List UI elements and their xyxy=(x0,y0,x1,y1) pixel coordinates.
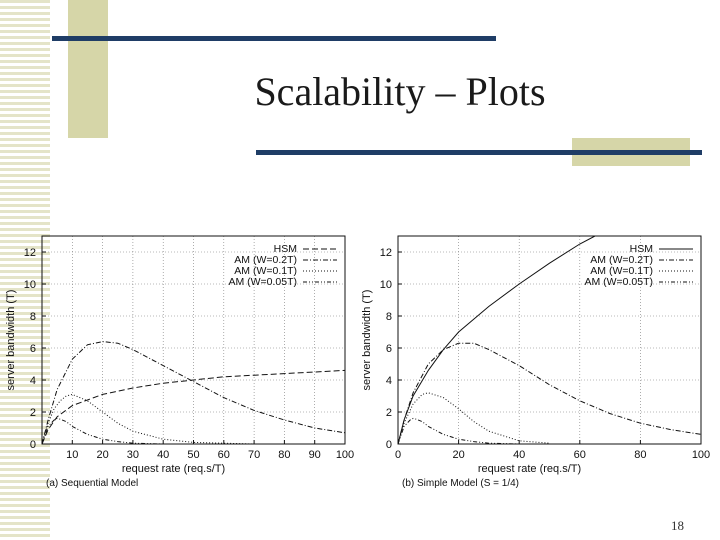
legend-label: AM (W=0.1T) xyxy=(234,265,297,277)
legend-label: AM (W=0.2T) xyxy=(234,254,297,266)
y-tick-label: 6 xyxy=(30,343,36,355)
x-tick-label: 30 xyxy=(127,449,139,461)
y-tick-label: 4 xyxy=(386,375,392,387)
y-tick-label: 2 xyxy=(386,407,392,419)
series-line-1 xyxy=(398,342,701,444)
legend-label: HSM xyxy=(274,243,297,255)
series-line-1 xyxy=(42,341,345,444)
page-number: 18 xyxy=(671,518,684,533)
y-tick-label: 10 xyxy=(380,279,392,291)
y-tick-label: 8 xyxy=(30,311,36,323)
series-line-0 xyxy=(42,369,345,444)
plot-frame xyxy=(397,235,702,445)
y-tick-label: 2 xyxy=(30,407,36,419)
x-tick-label: 100 xyxy=(692,449,710,461)
y-tick-label: 12 xyxy=(380,247,392,259)
legend-label: AM (W=0.05T) xyxy=(228,276,297,288)
y-tick-label: 10 xyxy=(24,279,36,291)
y-axis-label: server bandwidth (T) xyxy=(5,290,17,391)
decorative-block-top xyxy=(68,0,108,138)
x-tick-label: 40 xyxy=(157,449,169,461)
x-tick-label: 80 xyxy=(278,449,290,461)
legend-label: AM (W=0.05T) xyxy=(584,276,653,288)
y-tick-label: 6 xyxy=(386,343,392,355)
x-tick-label: 0 xyxy=(395,449,401,461)
x-tick-label: 10 xyxy=(66,449,78,461)
series-line-0 xyxy=(398,236,596,444)
decorative-bar-bottom xyxy=(256,150,702,155)
x-tick-label: 60 xyxy=(574,449,586,461)
x-tick-label: 80 xyxy=(634,449,646,461)
chart-simple-model: 0 20 40 60 80 100 0 2 4 6 8 10 12 request rate (req.s… xyxy=(361,235,710,489)
legend-label: HSM xyxy=(630,243,653,255)
slide-title: Scalability – Plots xyxy=(254,69,546,114)
series-line-3 xyxy=(398,417,520,444)
series-line-2 xyxy=(398,392,550,444)
y-tick-label: 4 xyxy=(30,375,36,387)
series-line-3 xyxy=(42,417,164,444)
legend-label: AM (W=0.2T) xyxy=(590,254,653,266)
x-tick-label: 100 xyxy=(336,449,354,461)
x-tick-label: 20 xyxy=(452,449,464,461)
legend-label: AM (W=0.1T) xyxy=(590,265,653,277)
chart-sequential-model: 10 20 30 40 50 60 70 80 90 100 0 2 4 6 8 10 12 request ra… xyxy=(5,235,354,489)
x-axis-label: request rate (req.s/T) xyxy=(122,463,225,475)
chart-caption: (a) Sequential Model xyxy=(46,478,138,489)
x-tick-label: 60 xyxy=(218,449,230,461)
x-tick-label: 70 xyxy=(248,449,260,461)
y-axis-label: server bandwidth (T) xyxy=(361,290,373,391)
y-tick-label: 0 xyxy=(386,439,392,451)
series-line-2 xyxy=(42,393,255,444)
x-axis-label: request rate (req.s/T) xyxy=(478,463,581,475)
y-tick-label: 0 xyxy=(30,439,36,451)
x-tick-label: 90 xyxy=(309,449,321,461)
x-tick-label: 40 xyxy=(513,449,525,461)
y-tick-label: 12 xyxy=(24,247,36,259)
decorative-bar-top xyxy=(52,36,496,41)
plot-frame xyxy=(41,235,346,445)
x-tick-label: 20 xyxy=(96,449,108,461)
x-tick-label: 50 xyxy=(187,449,199,461)
y-tick-label: 8 xyxy=(386,311,392,323)
chart-caption: (b) Simple Model (S = 1/4) xyxy=(402,478,519,489)
